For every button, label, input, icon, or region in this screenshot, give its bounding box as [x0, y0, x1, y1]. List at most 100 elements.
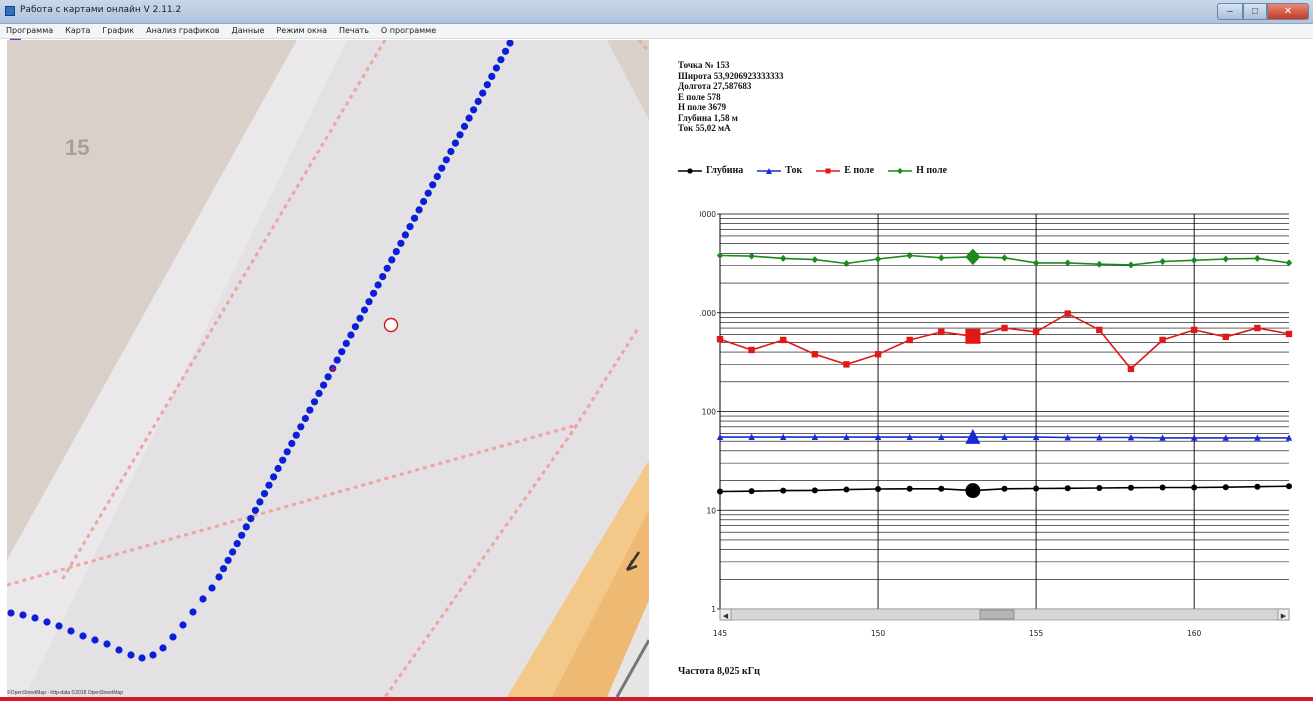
series-line: [719, 312, 1290, 371]
data-point: [874, 351, 882, 358]
x-tick-label: 160: [1187, 629, 1202, 638]
frequency-label: Частота 8,025 кГц: [678, 666, 760, 677]
gps-track-point: [492, 64, 500, 72]
gps-track-point: [19, 611, 27, 619]
gps-track-point: [238, 531, 246, 539]
map-footpaths: [7, 40, 649, 697]
window-controls: – □ ✕: [1217, 3, 1309, 20]
data-point: [906, 336, 913, 344]
legend-label: Глубина: [706, 165, 744, 176]
menu-bar: Программа Карта График Анализ графиков Д…: [0, 24, 1313, 39]
gps-track-point: [297, 423, 305, 431]
gps-track-point: [356, 314, 364, 322]
gps-track-point: [260, 490, 269, 498]
data-point: [1285, 330, 1293, 338]
square-marker-icon: [816, 168, 841, 173]
data-point: [1222, 484, 1229, 491]
data-point: [748, 433, 755, 441]
gps-track-point: [365, 298, 373, 306]
gps-track-point: [219, 565, 228, 573]
gps-track-point: [401, 231, 409, 239]
point-longitude: Долгота 27,587683: [678, 81, 752, 91]
menu-window-mode[interactable]: Режим окна: [276, 26, 327, 35]
gps-track-point: [256, 498, 264, 506]
selected-data-point: [965, 483, 981, 499]
selected-data-point: [965, 248, 981, 266]
selected-point-marker[interactable]: [383, 317, 399, 333]
data-point: [780, 487, 787, 494]
data-point: [1032, 328, 1040, 336]
point-info-panel: Точка № 153 Широта 53,9206923333333 Долг…: [678, 60, 784, 134]
gps-track-point: [351, 323, 359, 331]
scroll-right-icon: ▶: [1281, 612, 1287, 620]
scroll-left-button[interactable]: [719, 608, 732, 621]
data-point: [1032, 259, 1040, 267]
gps-track-point: [270, 473, 278, 481]
data-point: [1159, 434, 1166, 441]
chart-scrollbar[interactable]: ◀ ▶: [719, 608, 1290, 621]
data-point: [1001, 254, 1008, 262]
gps-track-point: [483, 81, 491, 89]
gps-track-point: [215, 573, 223, 581]
triangle-marker-icon: [757, 167, 782, 174]
legend-item-e-field: Е поле: [816, 165, 874, 176]
map-view[interactable]: 15 ©OpenStreetMap - http-data ©2018 Open…: [7, 40, 649, 697]
menu-graph-analysis[interactable]: Анализ графиков: [146, 26, 220, 35]
gps-track-point: [338, 348, 346, 356]
maximize-icon: □: [1251, 6, 1259, 17]
data-point: [716, 335, 724, 343]
data-point: [811, 487, 818, 494]
scroll-right-button[interactable]: [1277, 608, 1290, 621]
gps-track-point: [501, 47, 510, 55]
bottom-border: [0, 697, 1313, 701]
map-building-area-right: [607, 40, 649, 120]
data-point: [1190, 434, 1198, 441]
maximize-button[interactable]: □: [1243, 3, 1267, 20]
title-bar: Работа с картами онлайн V 2.11.2 – □ ✕: [0, 0, 1313, 24]
gps-track-point: [67, 627, 75, 635]
menu-map[interactable]: Карта: [65, 26, 91, 35]
menu-about[interactable]: О программе: [380, 26, 437, 35]
data-point: [1096, 485, 1103, 492]
gps-track-point: [406, 223, 414, 231]
menu-graph[interactable]: График: [102, 26, 135, 35]
gps-track-point: [310, 398, 319, 406]
gps-track-point: [447, 147, 455, 156]
x-tick-label: 150: [871, 629, 886, 638]
close-button[interactable]: ✕: [1267, 3, 1309, 20]
gps-track-point: [208, 584, 216, 592]
map-canvas[interactable]: [7, 40, 649, 697]
minimize-button[interactable]: –: [1217, 3, 1243, 20]
gps-track-point: [488, 72, 496, 80]
language-flag-icon[interactable]: [10, 37, 21, 41]
gps-track-point: [470, 106, 478, 114]
minimize-icon: –: [1227, 6, 1233, 17]
gps-track-point: [456, 131, 464, 139]
menu-print[interactable]: Печать: [338, 26, 369, 35]
gps-track-point: [159, 644, 167, 652]
gps-track-point: [247, 515, 255, 523]
gps-track-point: [169, 633, 177, 641]
gps-track-point: [91, 636, 99, 644]
gps-track-point: [55, 622, 63, 630]
data-point: [1096, 434, 1103, 441]
legend-label: Н поле: [916, 165, 948, 176]
data-point: [843, 260, 850, 268]
gps-track-point: [333, 356, 341, 364]
gps-track-point: [438, 164, 446, 172]
legend-label: Ток: [785, 165, 803, 176]
data-point: [780, 336, 787, 344]
gps-track-point: [320, 381, 328, 389]
legend-item-current: Ток: [757, 165, 802, 176]
point-depth: Глубина 1,58 м: [678, 112, 738, 123]
scrollbar-thumb[interactable]: [979, 609, 1015, 620]
menu-program[interactable]: Программа: [6, 26, 54, 35]
gps-track-point: [379, 273, 387, 281]
selected-data-point: [965, 428, 981, 444]
map-attribution[interactable]: ©OpenStreetMap - http-data ©2018 OpenStr…: [7, 690, 124, 696]
data-point: [1064, 310, 1071, 317]
chart-series: [716, 248, 1293, 499]
menu-data[interactable]: Данные: [231, 26, 265, 35]
